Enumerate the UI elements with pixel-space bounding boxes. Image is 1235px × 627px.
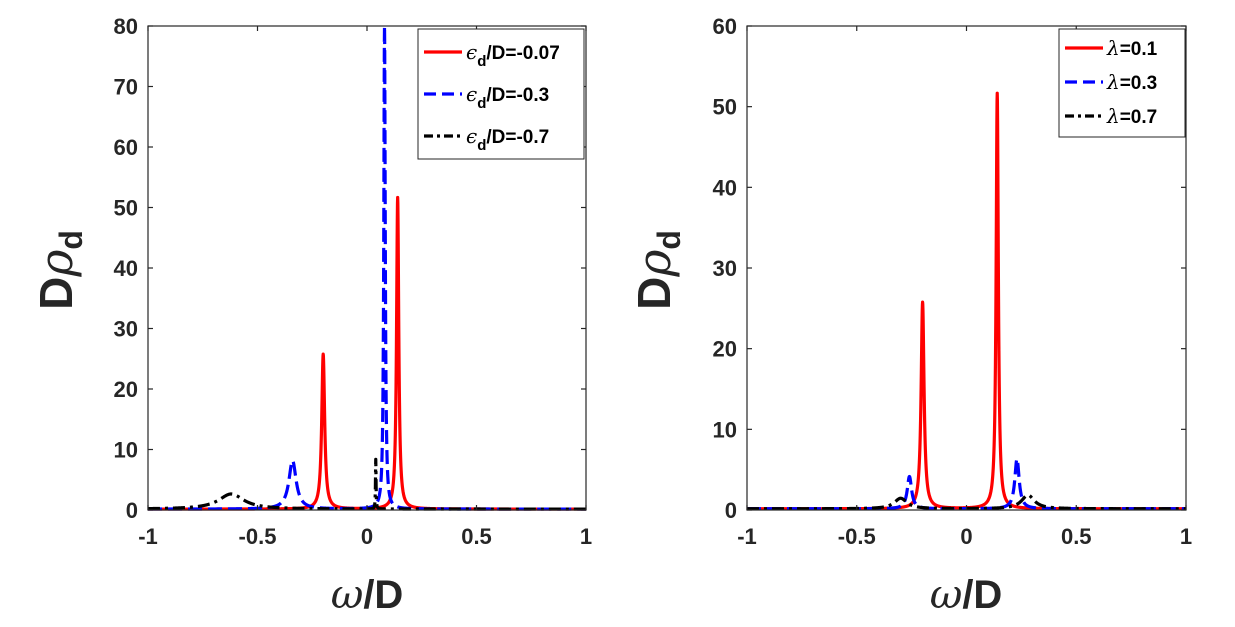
y-tick-label: 20: [114, 377, 138, 402]
y-tick-label: 80: [114, 14, 138, 39]
y-tick-label: 0: [725, 498, 737, 523]
x-tick-label: 1: [1180, 524, 1192, 549]
legend-label-1: λ=0.1: [1106, 36, 1158, 60]
y-tick-label: 40: [713, 175, 737, 200]
series-line-3: [745, 493, 1188, 511]
legend-label-3: λ=0.7: [1106, 104, 1157, 128]
legend-label-1: ϵd/D=-0.07: [466, 40, 560, 70]
x-tick-label: 1: [580, 524, 592, 549]
legend-label-3: ϵd/D=-0.7: [466, 124, 549, 154]
legend-label-2: ϵd/D=-0.3: [466, 82, 549, 112]
x-tick-label: -0.5: [838, 524, 876, 549]
x-tick-label: 0.5: [461, 524, 492, 549]
y-tick-label: 20: [713, 337, 737, 362]
y-tick-label: 60: [114, 135, 138, 160]
left-x-axis-label: ω/D: [331, 572, 404, 618]
right-chart-panel: Dρd ω/D -1 -0.5 0 0.5 10102030405060λ=0.1λ=0…: [627, 14, 1192, 618]
right-y-axis-label: Dρd: [627, 230, 687, 310]
x-tick-label: -0.5: [239, 524, 277, 549]
x-tick-label: -1: [138, 524, 158, 549]
legend: ϵd/D=-0.07 ϵd/D=-0.3 ϵd/D=-0.7: [417, 28, 585, 160]
y-tick-label: 0: [126, 498, 138, 523]
y-tick-label: 40: [114, 256, 138, 281]
x-tick-label: 0: [361, 524, 373, 549]
y-tick-label: 60: [713, 14, 737, 39]
x-tick-label: 0.5: [1061, 524, 1092, 549]
y-tick-label: 10: [713, 417, 737, 442]
y-tick-label: 10: [114, 438, 138, 463]
right-x-axis-label: ω/D: [930, 572, 1003, 618]
y-tick-label: 30: [713, 256, 737, 281]
legend: λ=0.1 λ=0.3 λ=0.7: [1058, 28, 1186, 138]
y-tick-label: 30: [114, 317, 138, 342]
y-tick-label: 50: [713, 95, 737, 120]
left-chart-panel: Dρd ω/D -1 -0.5 0 0.5 101020304050607080ϵd/D…: [29, 14, 592, 618]
y-tick-label: 50: [114, 196, 138, 221]
x-tick-label: -1: [737, 524, 757, 549]
legend-label-2: λ=0.3: [1106, 70, 1157, 94]
left-y-axis-label: Dρd: [29, 230, 89, 310]
y-tick-label: 70: [114, 75, 138, 100]
x-tick-label: 0: [960, 524, 972, 549]
